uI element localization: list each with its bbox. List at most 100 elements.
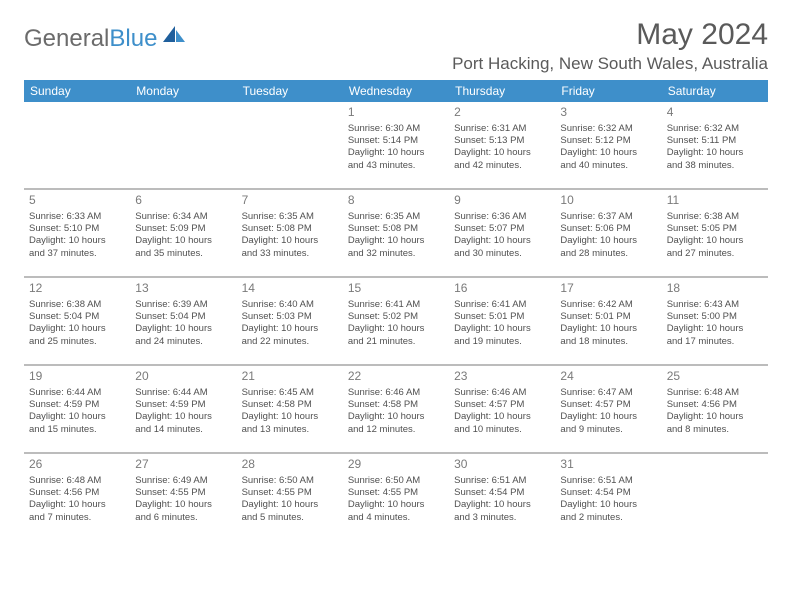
daylight-line-2: and 9 minutes. bbox=[560, 424, 656, 436]
day-number: 17 bbox=[560, 281, 656, 297]
day-number: 28 bbox=[242, 457, 338, 473]
sunrise-line: Sunrise: 6:48 AM bbox=[29, 475, 125, 487]
daylight-line-2: and 10 minutes. bbox=[454, 424, 550, 436]
day-number: 22 bbox=[348, 369, 444, 385]
day-number: 3 bbox=[560, 105, 656, 121]
day-number: 23 bbox=[454, 369, 550, 385]
calendar-cell: 27Sunrise: 6:49 AMSunset: 4:55 PMDayligh… bbox=[130, 453, 236, 540]
day-number: 2 bbox=[454, 105, 550, 121]
sunset-line: Sunset: 4:56 PM bbox=[29, 487, 125, 499]
sunset-line: Sunset: 4:57 PM bbox=[560, 399, 656, 411]
day-number: 31 bbox=[560, 457, 656, 473]
sunset-line: Sunset: 4:54 PM bbox=[454, 487, 550, 499]
daylight-line-1: Daylight: 10 hours bbox=[29, 235, 125, 247]
daylight-line-2: and 22 minutes. bbox=[242, 336, 338, 348]
day-number: 8 bbox=[348, 193, 444, 209]
logo: GeneralBlue bbox=[24, 24, 187, 53]
day-number: 11 bbox=[667, 193, 763, 209]
sunset-line: Sunset: 5:08 PM bbox=[348, 223, 444, 235]
sunrise-line: Sunrise: 6:38 AM bbox=[29, 299, 125, 311]
calendar-cell: 24Sunrise: 6:47 AMSunset: 4:57 PMDayligh… bbox=[555, 365, 661, 453]
calendar-cell: 30Sunrise: 6:51 AMSunset: 4:54 PMDayligh… bbox=[449, 453, 555, 540]
sunrise-line: Sunrise: 6:42 AM bbox=[560, 299, 656, 311]
calendar-cell: 8Sunrise: 6:35 AMSunset: 5:08 PMDaylight… bbox=[343, 189, 449, 277]
daylight-line-2: and 21 minutes. bbox=[348, 336, 444, 348]
day-number: 14 bbox=[242, 281, 338, 297]
day-number: 5 bbox=[29, 193, 125, 209]
logo-blue: Blue bbox=[109, 25, 157, 53]
daylight-line-1: Daylight: 10 hours bbox=[29, 499, 125, 511]
sunrise-line: Sunrise: 6:39 AM bbox=[135, 299, 231, 311]
day-number: 1 bbox=[348, 105, 444, 121]
daylight-line-2: and 33 minutes. bbox=[242, 248, 338, 260]
daylight-line-1: Daylight: 10 hours bbox=[135, 411, 231, 423]
day-number: 21 bbox=[242, 369, 338, 385]
sunrise-line: Sunrise: 6:35 AM bbox=[348, 211, 444, 223]
daylight-line-1: Daylight: 10 hours bbox=[242, 323, 338, 335]
sunset-line: Sunset: 5:05 PM bbox=[667, 223, 763, 235]
daylight-line-1: Daylight: 10 hours bbox=[242, 411, 338, 423]
daylight-line-2: and 37 minutes. bbox=[29, 248, 125, 260]
calendar-cell: 12Sunrise: 6:38 AMSunset: 5:04 PMDayligh… bbox=[24, 277, 130, 365]
daylight-line-1: Daylight: 10 hours bbox=[454, 323, 550, 335]
calendar-cell: 20Sunrise: 6:44 AMSunset: 4:59 PMDayligh… bbox=[130, 365, 236, 453]
weekday-header: Tuesday bbox=[237, 80, 343, 102]
daylight-line-2: and 17 minutes. bbox=[667, 336, 763, 348]
sunrise-line: Sunrise: 6:32 AM bbox=[667, 123, 763, 135]
sunrise-line: Sunrise: 6:38 AM bbox=[667, 211, 763, 223]
sunrise-line: Sunrise: 6:44 AM bbox=[29, 387, 125, 399]
daylight-line-2: and 32 minutes. bbox=[348, 248, 444, 260]
calendar-cell bbox=[662, 453, 768, 540]
sunset-line: Sunset: 5:02 PM bbox=[348, 311, 444, 323]
sunrise-line: Sunrise: 6:41 AM bbox=[348, 299, 444, 311]
daylight-line-2: and 5 minutes. bbox=[242, 512, 338, 524]
month-title: May 2024 bbox=[452, 18, 768, 52]
sunset-line: Sunset: 4:57 PM bbox=[454, 399, 550, 411]
sunrise-line: Sunrise: 6:32 AM bbox=[560, 123, 656, 135]
day-number: 27 bbox=[135, 457, 231, 473]
sunset-line: Sunset: 5:12 PM bbox=[560, 135, 656, 147]
sunrise-line: Sunrise: 6:31 AM bbox=[454, 123, 550, 135]
sunset-line: Sunset: 4:59 PM bbox=[135, 399, 231, 411]
daylight-line-2: and 38 minutes. bbox=[667, 160, 763, 172]
daylight-line-2: and 18 minutes. bbox=[560, 336, 656, 348]
sunrise-line: Sunrise: 6:50 AM bbox=[242, 475, 338, 487]
daylight-line-2: and 12 minutes. bbox=[348, 424, 444, 436]
daylight-line-2: and 4 minutes. bbox=[348, 512, 444, 524]
daylight-line-2: and 6 minutes. bbox=[135, 512, 231, 524]
sunrise-line: Sunrise: 6:36 AM bbox=[454, 211, 550, 223]
sunrise-line: Sunrise: 6:51 AM bbox=[560, 475, 656, 487]
daylight-line-1: Daylight: 10 hours bbox=[560, 499, 656, 511]
sunset-line: Sunset: 5:04 PM bbox=[29, 311, 125, 323]
calendar-cell: 4Sunrise: 6:32 AMSunset: 5:11 PMDaylight… bbox=[662, 102, 768, 189]
daylight-line-1: Daylight: 10 hours bbox=[348, 411, 444, 423]
sunrise-line: Sunrise: 6:33 AM bbox=[29, 211, 125, 223]
daylight-line-2: and 7 minutes. bbox=[29, 512, 125, 524]
calendar-cell: 10Sunrise: 6:37 AMSunset: 5:06 PMDayligh… bbox=[555, 189, 661, 277]
calendar-cell: 11Sunrise: 6:38 AMSunset: 5:05 PMDayligh… bbox=[662, 189, 768, 277]
day-number: 9 bbox=[454, 193, 550, 209]
day-number: 15 bbox=[348, 281, 444, 297]
daylight-line-1: Daylight: 10 hours bbox=[242, 235, 338, 247]
sunset-line: Sunset: 5:08 PM bbox=[242, 223, 338, 235]
day-number: 29 bbox=[348, 457, 444, 473]
calendar-cell: 3Sunrise: 6:32 AMSunset: 5:12 PMDaylight… bbox=[555, 102, 661, 189]
sunset-line: Sunset: 5:01 PM bbox=[454, 311, 550, 323]
weekday-header: Monday bbox=[130, 80, 236, 102]
daylight-line-1: Daylight: 10 hours bbox=[348, 323, 444, 335]
sunset-line: Sunset: 4:55 PM bbox=[348, 487, 444, 499]
sunset-line: Sunset: 5:06 PM bbox=[560, 223, 656, 235]
calendar-cell: 21Sunrise: 6:45 AMSunset: 4:58 PMDayligh… bbox=[237, 365, 343, 453]
sunset-line: Sunset: 4:59 PM bbox=[29, 399, 125, 411]
daylight-line-1: Daylight: 10 hours bbox=[454, 411, 550, 423]
daylight-line-2: and 3 minutes. bbox=[454, 512, 550, 524]
sunset-line: Sunset: 4:56 PM bbox=[667, 399, 763, 411]
day-number: 24 bbox=[560, 369, 656, 385]
sunrise-line: Sunrise: 6:43 AM bbox=[667, 299, 763, 311]
daylight-line-1: Daylight: 10 hours bbox=[348, 499, 444, 511]
sunrise-line: Sunrise: 6:48 AM bbox=[667, 387, 763, 399]
logo-general: General bbox=[24, 25, 109, 53]
sunrise-line: Sunrise: 6:30 AM bbox=[348, 123, 444, 135]
calendar-cell: 2Sunrise: 6:31 AMSunset: 5:13 PMDaylight… bbox=[449, 102, 555, 189]
calendar-cell: 14Sunrise: 6:40 AMSunset: 5:03 PMDayligh… bbox=[237, 277, 343, 365]
